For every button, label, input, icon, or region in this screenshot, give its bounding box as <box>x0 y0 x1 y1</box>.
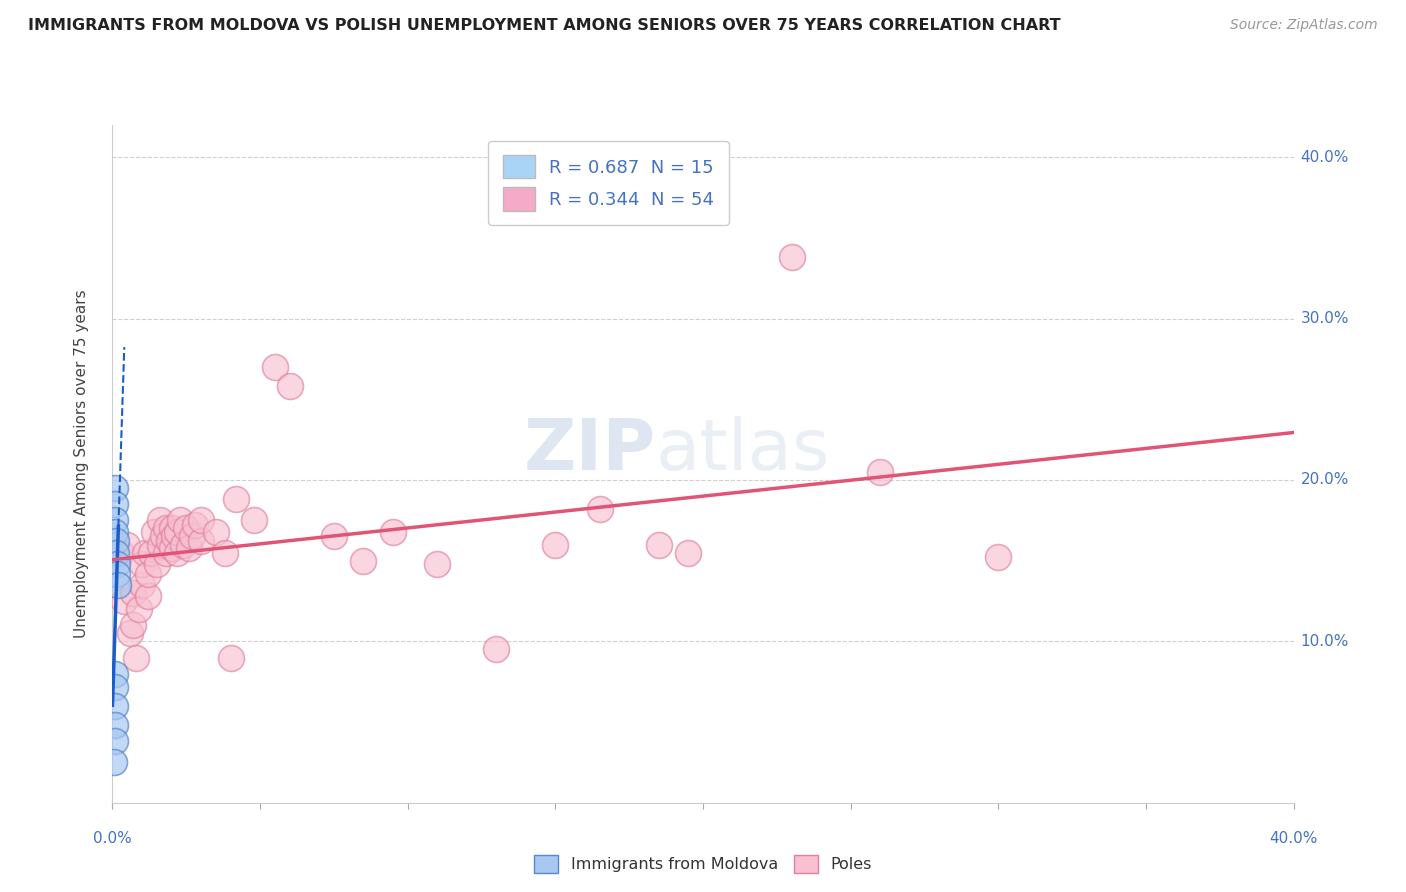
Text: 20.0%: 20.0% <box>1301 473 1348 488</box>
Point <box>103 756 125 770</box>
Point <box>780 250 803 264</box>
Point <box>426 557 449 571</box>
Point <box>588 502 610 516</box>
Point <box>181 529 204 543</box>
Point <box>352 554 374 568</box>
Point <box>131 578 153 592</box>
Text: 30.0%: 30.0% <box>1301 311 1348 326</box>
Point <box>190 513 212 527</box>
Point <box>120 626 142 640</box>
Point <box>104 481 127 495</box>
Point <box>160 521 183 535</box>
Point <box>149 513 172 527</box>
Point <box>190 534 212 549</box>
Point <box>104 680 127 694</box>
Point <box>155 546 177 560</box>
Point <box>139 546 162 560</box>
Point <box>544 537 567 551</box>
Point <box>485 642 508 657</box>
Point <box>131 557 153 571</box>
Point <box>163 529 186 543</box>
Point <box>104 718 127 732</box>
Point <box>105 534 128 549</box>
Point <box>104 497 127 511</box>
Point <box>104 666 127 681</box>
Point <box>128 602 150 616</box>
Point <box>278 379 301 393</box>
Point <box>382 524 405 539</box>
Text: 0.0%: 0.0% <box>93 830 132 846</box>
Point <box>117 537 138 551</box>
Point <box>136 589 159 603</box>
Text: 40.0%: 40.0% <box>1301 150 1348 165</box>
Point <box>104 734 127 748</box>
Legend: Immigrants from Moldova, Poles: Immigrants from Moldova, Poles <box>527 848 879 880</box>
Point <box>987 550 1010 565</box>
Point <box>184 518 207 533</box>
Point <box>149 537 172 551</box>
Point <box>869 465 891 479</box>
Point <box>105 566 128 581</box>
Point <box>160 541 183 555</box>
Point <box>142 524 165 539</box>
Text: Source: ZipAtlas.com: Source: ZipAtlas.com <box>1230 18 1378 32</box>
Point <box>112 594 135 608</box>
Point <box>152 529 174 543</box>
Point <box>166 524 188 539</box>
Point <box>323 529 346 543</box>
Point <box>155 521 177 535</box>
Text: IMMIGRANTS FROM MOLDOVA VS POLISH UNEMPLOYMENT AMONG SENIORS OVER 75 YEARS CORRE: IMMIGRANTS FROM MOLDOVA VS POLISH UNEMPL… <box>28 18 1060 33</box>
Point <box>243 513 266 527</box>
Legend: R = 0.687  N = 15, R = 0.344  N = 54: R = 0.687 N = 15, R = 0.344 N = 54 <box>488 141 728 225</box>
Point <box>125 650 148 665</box>
Point <box>174 521 197 535</box>
Point <box>107 578 129 592</box>
Text: 10.0%: 10.0% <box>1301 634 1348 648</box>
Point <box>104 513 127 527</box>
Point <box>172 537 194 551</box>
Point <box>205 524 228 539</box>
Point <box>214 546 236 560</box>
Point <box>105 546 128 560</box>
Point <box>134 546 156 560</box>
Point <box>678 546 700 560</box>
Point <box>166 546 188 560</box>
Point <box>110 546 132 560</box>
Point <box>219 650 242 665</box>
Point <box>264 359 287 374</box>
Point <box>157 534 180 549</box>
Point <box>146 557 169 571</box>
Point <box>225 492 247 507</box>
Point <box>179 541 201 555</box>
Text: 40.0%: 40.0% <box>1270 830 1317 846</box>
Point <box>647 537 671 551</box>
Text: ZIP: ZIP <box>523 416 655 484</box>
Text: atlas: atlas <box>655 416 830 484</box>
Point <box>122 618 145 632</box>
Point <box>104 698 127 713</box>
Point <box>104 524 127 539</box>
Point <box>136 566 159 581</box>
Y-axis label: Unemployment Among Seniors over 75 years: Unemployment Among Seniors over 75 years <box>75 290 89 638</box>
Point <box>105 557 128 571</box>
Point <box>169 513 191 527</box>
Point <box>122 586 145 600</box>
